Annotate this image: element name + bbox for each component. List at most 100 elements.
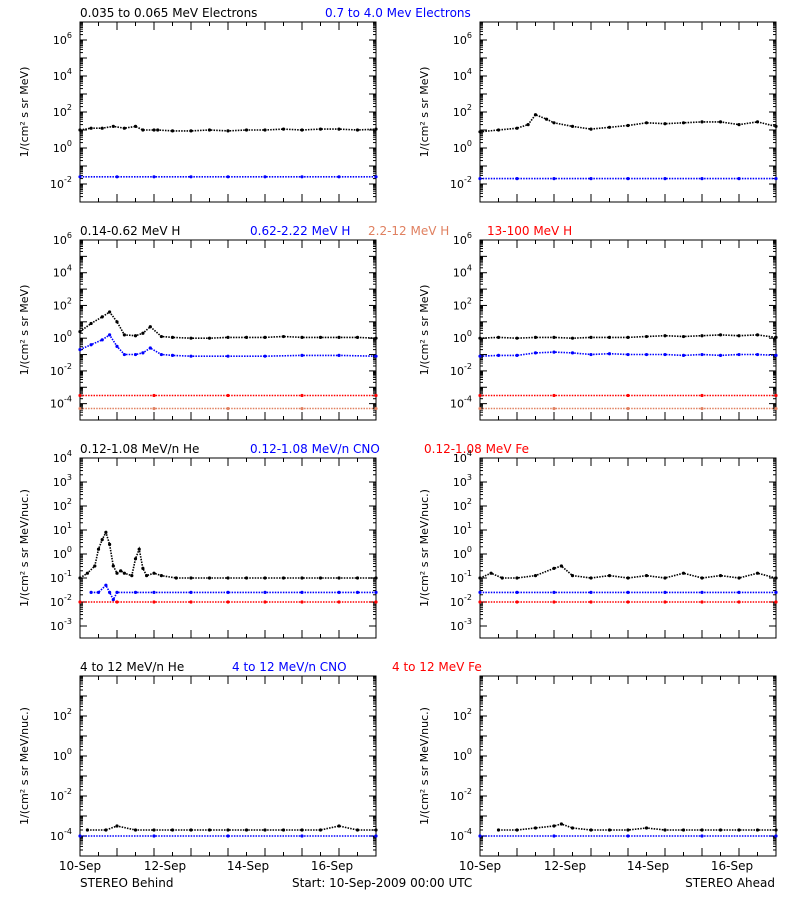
y-tick-label: 100 — [453, 545, 472, 561]
data-point — [774, 600, 778, 604]
y-tick-label: 10-4 — [50, 827, 72, 843]
x-tick-label-behind-2: 14-Sep — [227, 859, 269, 873]
data-point — [607, 352, 612, 356]
data-point — [148, 325, 152, 329]
data-point — [263, 175, 267, 179]
data-point — [108, 590, 112, 595]
data-point — [700, 834, 704, 838]
data-point — [737, 123, 741, 127]
data-point — [626, 834, 630, 838]
data-point — [337, 335, 341, 339]
data-point — [226, 600, 230, 604]
data-point — [737, 177, 741, 181]
data-point — [589, 576, 593, 580]
data-point — [137, 547, 141, 551]
data-point — [478, 393, 482, 398]
footer-left-label: STEREO Behind — [80, 876, 174, 890]
data-point — [244, 576, 249, 580]
y-tick-label: 100 — [453, 139, 472, 155]
data-point — [159, 334, 163, 339]
data-point — [244, 128, 249, 132]
data-point — [478, 600, 482, 604]
legend-label-heavy-low-0: 0.12-1.08 MeV/n He — [80, 442, 199, 456]
series-heavy-low-behind-0 — [78, 530, 378, 580]
data-point — [589, 335, 593, 339]
data-point — [111, 564, 115, 568]
data-point — [570, 336, 575, 340]
data-point — [663, 334, 667, 338]
data-point — [515, 576, 519, 580]
data-point — [774, 590, 778, 595]
data-point — [663, 828, 667, 832]
data-point — [141, 566, 145, 571]
data-point — [774, 335, 778, 339]
data-point — [589, 600, 593, 604]
data-point — [115, 175, 119, 179]
data-point — [552, 121, 556, 125]
data-point — [78, 348, 82, 352]
y-tick-label: 10-2 — [50, 362, 72, 378]
data-point — [78, 393, 82, 398]
data-point — [263, 128, 267, 132]
data-point — [626, 393, 630, 398]
y-tick-label: 102 — [453, 296, 472, 312]
data-point — [111, 598, 115, 602]
data-point — [589, 127, 593, 131]
data-point — [626, 828, 630, 832]
data-point — [626, 406, 630, 411]
data-point — [774, 406, 778, 411]
data-point — [141, 128, 145, 132]
data-point — [718, 353, 723, 357]
x-tick-label-behind-1: 12-Sep — [144, 859, 186, 873]
data-point — [226, 335, 230, 339]
data-point — [300, 834, 304, 838]
x-tick-label-behind-0: 10-Sep — [59, 859, 101, 873]
y-tick-label: 102 — [453, 103, 472, 119]
y-tick-label: 104 — [453, 449, 472, 465]
data-point — [489, 571, 493, 575]
legend-label-protons-1: 0.62-2.22 MeV H — [250, 224, 350, 238]
panel-protons-behind: 1/(cm² s sr MeV) 10-4 10-2 100 102 104 106 — [18, 231, 378, 421]
data-point — [570, 124, 575, 128]
data-point — [152, 571, 156, 575]
data-point — [108, 542, 112, 547]
data-point — [318, 576, 323, 580]
data-point — [104, 530, 108, 535]
data-point — [119, 569, 123, 573]
y-tick-label: 102 — [53, 103, 72, 119]
data-point — [663, 122, 667, 126]
data-point — [207, 576, 212, 580]
series-heavy-high-ahead-1 — [478, 834, 778, 838]
data-point — [115, 344, 119, 348]
series-protons-ahead-1 — [478, 350, 778, 358]
y-tick-label: 10-3 — [450, 617, 472, 633]
data-point — [607, 125, 612, 129]
legend-label-electrons-0: 0.035 to 0.065 MeV Electrons — [80, 6, 257, 20]
y-tick-label: 103 — [53, 473, 72, 489]
panel-heavy-high-behind: 1/(cm² s sr MeV/nuc.) 10-4 10-2 100 102 — [18, 675, 378, 857]
data-point — [152, 590, 156, 595]
y-tick-label: 10-2 — [450, 593, 472, 609]
panel-heavy-high-ahead: 1/(cm² s sr MeV/nuc.) 10-4 10-2 100 102 — [418, 675, 778, 857]
data-point — [133, 352, 138, 357]
data-point — [104, 828, 108, 832]
data-point — [148, 346, 152, 350]
y-axis-label: 1/(cm² s sr MeV/nuc.) — [418, 707, 431, 825]
data-point — [545, 117, 549, 121]
legend-label-protons-0: 0.14-0.62 MeV H — [80, 224, 180, 238]
data-point — [78, 834, 82, 838]
data-point — [170, 353, 175, 357]
data-point — [78, 600, 82, 604]
data-point — [159, 574, 163, 578]
data-point — [300, 335, 304, 339]
panel-electrons-behind: 1/(cm² s sr MeV) 10-2 100 102 104 106 — [18, 21, 378, 203]
data-point — [478, 336, 482, 340]
data-point — [626, 600, 630, 604]
data-point — [263, 600, 267, 604]
data-point — [700, 177, 704, 181]
y-tick-label: 10-2 — [450, 362, 472, 378]
data-point — [663, 352, 667, 357]
data-point — [552, 335, 556, 339]
data-point — [718, 333, 723, 337]
